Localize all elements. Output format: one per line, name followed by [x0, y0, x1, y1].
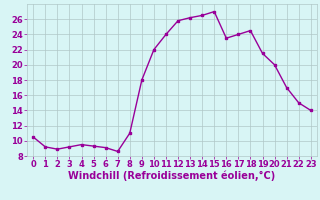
X-axis label: Windchill (Refroidissement éolien,°C): Windchill (Refroidissement éolien,°C) — [68, 171, 276, 181]
